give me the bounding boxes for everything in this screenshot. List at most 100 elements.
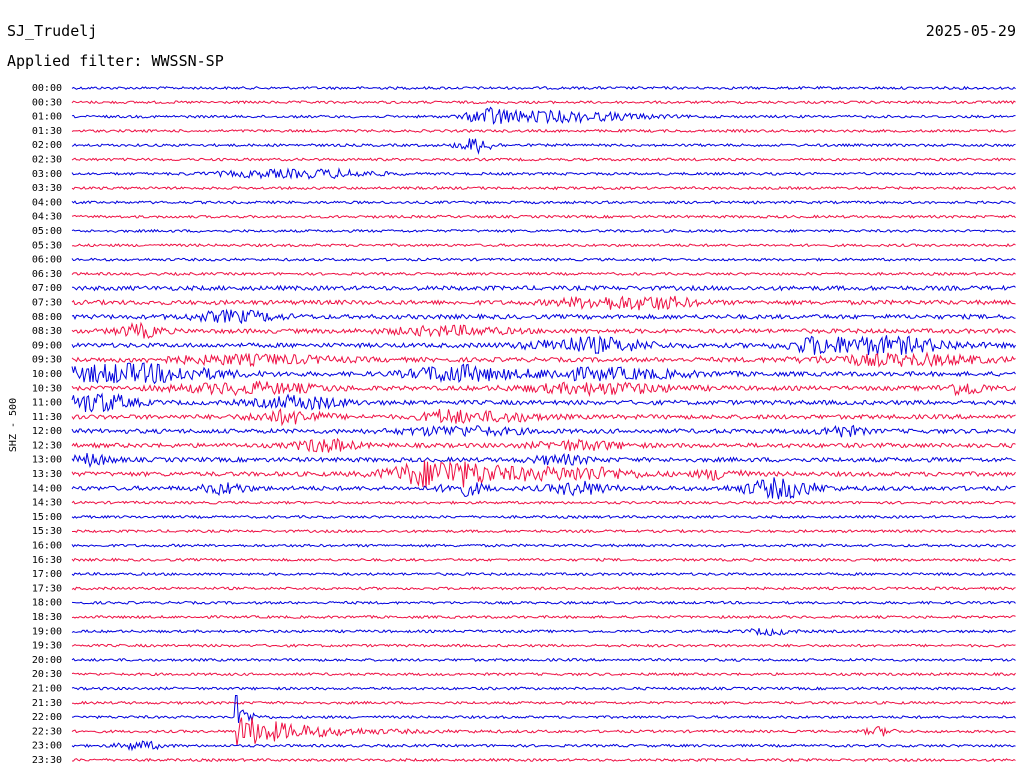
time-label: 12:30 — [32, 440, 62, 451]
time-label: 14:30 — [32, 498, 62, 509]
station: SJ_Trudelj — [7, 22, 97, 40]
time-label: 03:00 — [32, 169, 62, 180]
time-label: 22:00 — [32, 712, 62, 723]
trace — [71, 228, 1016, 234]
trace — [71, 500, 1016, 505]
time-label: 03:30 — [32, 183, 62, 194]
trace — [71, 657, 1016, 662]
time-label: 10:00 — [32, 369, 62, 380]
trace — [71, 571, 1016, 577]
time-label: 08:00 — [32, 312, 62, 323]
trace — [71, 157, 1016, 162]
time-label: 00:00 — [32, 83, 62, 94]
time-label: 01:30 — [32, 126, 62, 137]
time-label: 07:00 — [32, 283, 62, 294]
time-label: 04:30 — [32, 212, 62, 223]
trace — [71, 717, 1016, 746]
trace — [71, 614, 1016, 620]
time-label: 07:30 — [32, 297, 62, 308]
trace — [71, 243, 1016, 248]
trace — [71, 271, 1016, 276]
trace — [71, 557, 1016, 563]
trace — [71, 295, 1016, 311]
trace — [71, 335, 1016, 356]
time-label: 02:30 — [32, 154, 62, 165]
time-label: 10:30 — [32, 383, 62, 394]
trace — [71, 627, 1016, 637]
time-label: 08:30 — [32, 326, 62, 337]
time-label: 13:00 — [32, 455, 62, 466]
trace — [71, 128, 1016, 134]
time-label: 00:30 — [32, 97, 62, 108]
trace — [71, 214, 1016, 219]
trace — [71, 138, 1016, 155]
time-label: 20:30 — [32, 669, 62, 680]
time-label: 18:30 — [32, 612, 62, 623]
time-label: 15:00 — [32, 512, 62, 523]
trace — [71, 85, 1016, 91]
trace — [71, 392, 1016, 413]
trace — [71, 600, 1016, 605]
trace — [71, 351, 1016, 368]
trace — [71, 740, 1016, 752]
time-label: 16:00 — [32, 541, 62, 552]
trace — [71, 257, 1016, 262]
trace — [71, 686, 1016, 691]
trace — [71, 321, 1016, 339]
trace — [71, 586, 1016, 591]
trace — [71, 672, 1016, 677]
trace — [71, 380, 1016, 398]
trace — [72, 528, 1016, 534]
time-label: 02:00 — [32, 140, 62, 151]
trace — [71, 643, 1016, 648]
time-label: 17:00 — [32, 569, 62, 580]
trace — [72, 284, 1016, 292]
time-label: 23:30 — [32, 755, 62, 766]
trace — [71, 167, 1016, 180]
time-label: 09:30 — [32, 355, 62, 366]
time-label: 11:00 — [32, 398, 62, 409]
trace — [71, 695, 1016, 723]
time-label: 12:00 — [32, 426, 62, 437]
trace — [71, 362, 1016, 385]
time-label: 01:00 — [32, 112, 62, 123]
trace — [71, 437, 1016, 453]
trace — [71, 308, 1016, 325]
trace — [71, 100, 1016, 105]
filter: Applied filter: WWSSN-SP — [7, 52, 224, 70]
time-label: 20:00 — [32, 655, 62, 666]
trace — [71, 200, 1016, 205]
trace — [71, 452, 1016, 468]
time-label: 18:00 — [32, 598, 62, 609]
trace — [71, 460, 1016, 489]
time-label: 19:30 — [32, 641, 62, 652]
time-label: 17:30 — [32, 583, 62, 594]
trace — [71, 514, 1016, 520]
trace — [72, 757, 1016, 763]
time-label: 16:30 — [32, 555, 62, 566]
time-label: 05:30 — [32, 240, 62, 251]
time-label: 09:00 — [32, 340, 62, 351]
trace — [71, 424, 1016, 438]
time-label: 05:00 — [32, 226, 62, 237]
trace — [71, 543, 1016, 548]
time-label: 06:00 — [32, 255, 62, 266]
trace — [71, 106, 1016, 125]
time-label: 15:30 — [32, 526, 62, 537]
time-label: 04:00 — [32, 197, 62, 208]
trace — [71, 185, 1016, 191]
trace — [71, 408, 1016, 427]
time-label: 14:00 — [32, 483, 62, 494]
time-label: 13:30 — [32, 469, 62, 480]
time-label: 23:00 — [32, 741, 62, 752]
date: 2025-05-29 — [926, 22, 1016, 40]
trace — [71, 477, 1016, 500]
time-label: 21:00 — [32, 684, 62, 695]
time-label: 21:30 — [32, 698, 62, 709]
trace — [72, 700, 1016, 705]
time-label: 11:30 — [32, 412, 62, 423]
axis-label: SHZ - 500 — [8, 398, 19, 452]
time-label: 19:00 — [32, 626, 62, 637]
